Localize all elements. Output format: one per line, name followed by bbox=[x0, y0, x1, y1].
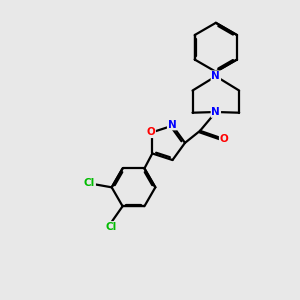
Text: N: N bbox=[168, 119, 176, 130]
Text: N: N bbox=[212, 107, 220, 117]
Text: N: N bbox=[212, 71, 220, 81]
Text: Cl: Cl bbox=[106, 222, 117, 232]
Text: O: O bbox=[220, 134, 229, 145]
Text: O: O bbox=[146, 127, 155, 137]
Text: Cl: Cl bbox=[84, 178, 95, 188]
